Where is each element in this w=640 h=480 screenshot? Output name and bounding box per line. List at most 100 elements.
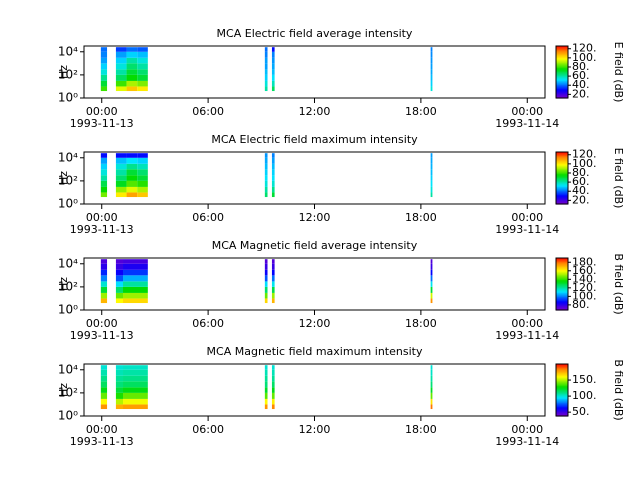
spectrogram-cell — [271, 175, 275, 181]
colorbar-swatch — [556, 187, 568, 189]
colorbar-swatch — [556, 261, 568, 264]
colorbar-swatch — [556, 172, 568, 175]
colorbar-swatch — [556, 392, 568, 395]
colorbar-swatch — [556, 48, 568, 51]
spectrogram-cell — [115, 57, 127, 64]
spectrogram-cell — [100, 398, 108, 405]
spectrogram-cell — [271, 292, 275, 299]
colorbar-swatch — [556, 59, 568, 61]
spectrogram-cell — [264, 63, 268, 70]
colorbar-swatch — [556, 377, 568, 379]
colorbar-swatch — [556, 65, 568, 68]
colorbar-swatch — [556, 393, 568, 396]
colorbar-swatch — [556, 307, 568, 310]
colorbar-tick-label: 60. — [572, 175, 590, 188]
colorbar-swatch — [556, 194, 568, 197]
colorbar-swatch — [556, 162, 568, 165]
colorbar-swatch — [556, 366, 568, 369]
colorbar-swatch — [556, 159, 568, 162]
date-label: 1993-11-14 — [495, 117, 559, 130]
colorbar-swatch — [556, 300, 568, 303]
colorbar-tick-label: 100. — [572, 157, 597, 170]
spectrogram-cell — [430, 365, 433, 370]
colorbar-tick-label: 120. — [572, 42, 597, 55]
plot-frame — [83, 151, 546, 205]
colorbar-swatch — [556, 404, 568, 407]
spectrogram-cell — [115, 80, 127, 87]
spectrogram-cell — [430, 51, 433, 58]
colorbar-swatch — [556, 178, 568, 180]
colorbar-swatch — [556, 55, 568, 57]
spectrogram-cell — [123, 275, 148, 282]
colorbar-swatch — [556, 81, 568, 83]
spectrogram-cell — [264, 186, 268, 193]
colorbar-swatch — [556, 403, 568, 405]
colorbar-swatch — [556, 405, 568, 408]
colorbar-swatch — [556, 267, 568, 269]
colorbar-tick-label: 100. — [572, 389, 597, 402]
spectrogram-cell — [100, 157, 108, 164]
spectrogram-cell — [264, 80, 268, 87]
spectrogram-cell — [126, 169, 138, 176]
spectrogram-cell — [137, 63, 148, 70]
colorbar-swatch — [556, 168, 568, 171]
spectrogram-cell — [264, 381, 268, 388]
colorbar-swatch — [556, 409, 568, 412]
colorbar-swatch — [556, 85, 568, 87]
colorbar-swatch — [556, 52, 568, 55]
colorbar-swatch — [556, 369, 568, 372]
y-tick-label: 10² — [58, 173, 78, 187]
colorbar-swatch — [556, 184, 568, 187]
spectrogram-cell — [126, 57, 138, 64]
colorbar-tick-label: 180. — [572, 255, 597, 268]
colorbar-swatch — [556, 88, 568, 91]
spectrogram-cell — [271, 186, 275, 193]
colorbar-swatch — [556, 161, 568, 163]
x-tick-label: 00:00 — [511, 211, 543, 224]
spectrogram-cell — [123, 369, 148, 376]
spectrogram-cell — [115, 404, 124, 410]
spectrogram-cell — [115, 186, 127, 193]
colorbar-swatch — [556, 163, 568, 166]
colorbar-swatch — [556, 396, 568, 399]
spectrogram-cell — [115, 69, 127, 75]
spectrogram-cell — [264, 365, 268, 370]
spectrogram-cell — [137, 80, 148, 87]
spectrogram-cell — [271, 80, 275, 87]
y-axis-label: Hz — [57, 383, 70, 397]
spectrogram-cell — [264, 51, 268, 58]
spectrogram-cell — [430, 192, 433, 198]
colorbar-tick-label: 80. — [572, 60, 590, 73]
colorbar-tick-label: 80. — [572, 166, 590, 179]
colorbar-swatch — [556, 181, 568, 184]
spectrogram-cell — [100, 186, 108, 193]
date-label: 1993-11-13 — [70, 223, 134, 236]
y-tick-label: 10⁰ — [58, 91, 78, 105]
colorbar-frame — [555, 363, 569, 417]
spectrogram-cell — [264, 263, 268, 270]
spectrogram-cell — [264, 74, 268, 81]
spectrogram-cell — [430, 180, 433, 187]
spectrogram-cell — [123, 365, 148, 370]
x-tick-label: 18:00 — [405, 317, 437, 330]
colorbar-swatch — [556, 83, 568, 86]
spectrogram-cell — [430, 369, 433, 376]
colorbar-tick-label: 150. — [572, 373, 597, 386]
spectrogram-cell — [115, 175, 127, 181]
colorbar-swatch — [556, 165, 568, 167]
spectrogram-cell — [115, 269, 124, 276]
colorbar-swatch — [556, 413, 568, 416]
spectrogram-cell — [271, 153, 275, 158]
colorbar-swatch — [556, 77, 568, 80]
spectrogram-cell — [430, 381, 433, 388]
spectrogram-cell — [137, 163, 148, 170]
spectrogram-cell — [100, 375, 108, 382]
colorbar-swatch — [556, 167, 568, 170]
spectrogram-cell — [100, 259, 108, 264]
x-tick-label: 00:00 — [86, 423, 118, 436]
x-tick-label: 12:00 — [299, 105, 331, 118]
spectrogram-cell — [100, 192, 108, 198]
spectrogram-cell — [430, 163, 433, 170]
colorbar-swatch — [556, 263, 568, 266]
spectrogram-cell — [430, 298, 433, 304]
